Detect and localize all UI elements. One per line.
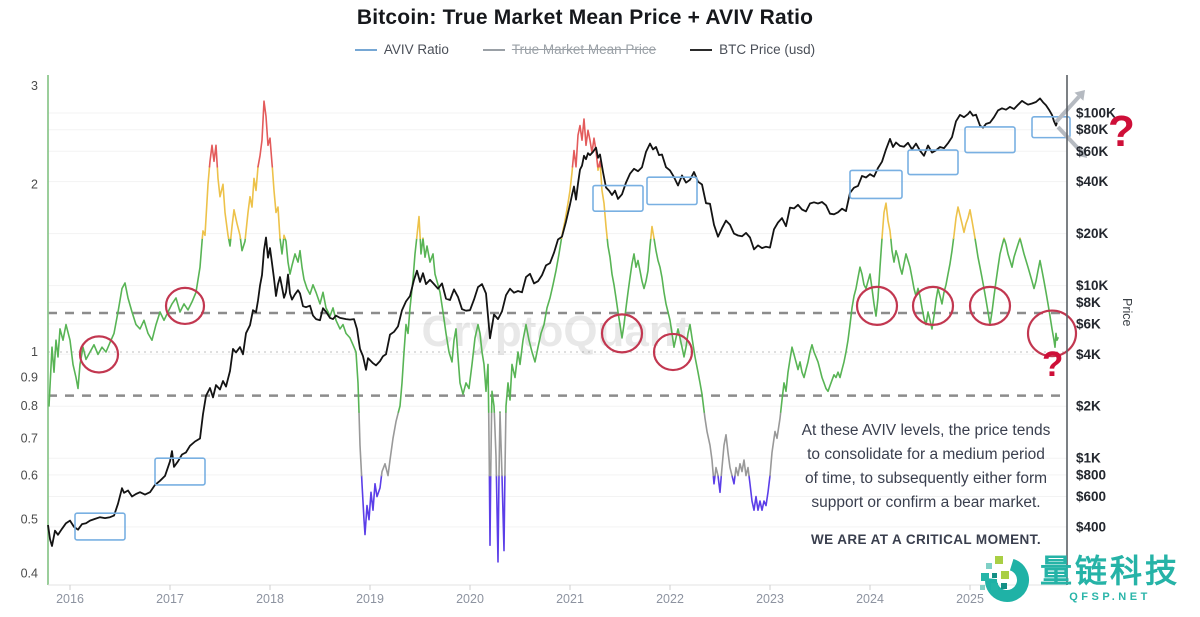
annotation-circle bbox=[968, 285, 1012, 326]
legend-swatch bbox=[690, 48, 713, 51]
note-line: to consolidate for a medium period bbox=[807, 446, 1045, 463]
right-axis-tick-label: $20K bbox=[1076, 226, 1109, 241]
annotation-circle bbox=[855, 285, 899, 326]
right-axis-tick-label: $2K bbox=[1076, 399, 1101, 414]
left-axis-tick-label: 0.6 bbox=[21, 469, 38, 483]
note-line: of time, to subsequently either form bbox=[804, 470, 1048, 487]
legend-item-true-market-mean-price[interactable]: True Market Mean Price bbox=[482, 42, 657, 57]
legend-swatch bbox=[354, 48, 377, 51]
aviv-ratio-line bbox=[201, 166, 1021, 240]
x-axis-tick-label: 2021 bbox=[556, 592, 584, 606]
annotation-box bbox=[592, 184, 644, 212]
x-axis-tick-label: 2016 bbox=[56, 592, 84, 606]
legend-swatch bbox=[482, 48, 505, 51]
annotation-circle bbox=[1026, 309, 1078, 358]
annotation-circle bbox=[652, 332, 694, 372]
annotation-note: At these AVIV levels, the price tends to… bbox=[789, 419, 1063, 552]
aviv-ratio-line bbox=[358, 411, 782, 477]
price-axis-title: Price bbox=[1120, 298, 1134, 327]
brand-logo[interactable]: 量链科技 QFSP.NET bbox=[978, 553, 1180, 607]
x-axis-tick-label: 2025 bbox=[956, 592, 984, 606]
annotation-box bbox=[154, 457, 206, 486]
page-title: Bitcoin: True Market Mean Price + AVIV R… bbox=[356, 6, 814, 29]
right-axis-tick-label: $4K bbox=[1076, 347, 1101, 362]
brand-logo-name: 量链科技 bbox=[1040, 553, 1181, 589]
brand-logo-icon bbox=[980, 556, 1029, 602]
left-axis-tick-label: 0.8 bbox=[21, 399, 38, 413]
annotation-circle bbox=[911, 285, 955, 326]
aviv-ratio-line bbox=[208, 100, 602, 168]
right-axis-tick-label: $6K bbox=[1076, 316, 1101, 331]
annotation-box bbox=[646, 176, 698, 206]
legend-label: AVIV Ratio bbox=[383, 42, 449, 57]
right-axis-tick-label: $80K bbox=[1076, 122, 1109, 137]
legend-item-aviv-ratio[interactable]: AVIV Ratio bbox=[354, 42, 449, 57]
note-line: support or confirm a bear market. bbox=[811, 494, 1041, 511]
brand-logo-site: QFSP.NET bbox=[1069, 591, 1151, 603]
right-axis-tick-label: $800 bbox=[1076, 467, 1106, 482]
note-emphasis: WE ARE AT A CRITICAL MOMENT. bbox=[811, 532, 1041, 547]
x-axis-tick-label: 2018 bbox=[256, 592, 284, 606]
right-axis-tick-label: $8K bbox=[1076, 295, 1101, 310]
left-axis-tick-label: 0.5 bbox=[21, 513, 38, 527]
annotation-box bbox=[907, 149, 959, 176]
annotation-circle bbox=[600, 313, 644, 354]
right-axis-tick-label: $40K bbox=[1076, 174, 1109, 189]
legend-item-btc-price-usd-[interactable]: BTC Price (usd) bbox=[690, 42, 815, 57]
x-axis-tick-label: 2022 bbox=[656, 592, 684, 606]
trend-arrow-head bbox=[1076, 147, 1087, 158]
annotation-circle bbox=[78, 335, 120, 374]
x-axis-tick-label: 2024 bbox=[856, 592, 884, 606]
trend-arrow-head bbox=[1074, 90, 1085, 101]
annotation-circle bbox=[164, 286, 206, 326]
x-axis-tick-label: 2019 bbox=[356, 592, 384, 606]
legend: AVIV Ratio True Market Mean Price BTC Pric… bbox=[0, 42, 1170, 57]
left-axis-tick-label: 0.4 bbox=[21, 567, 38, 581]
left-axis-tick-label: 3 bbox=[31, 79, 38, 93]
right-axis-tick-label: $1K bbox=[1076, 451, 1101, 466]
aviv-ratio-line bbox=[48, 237, 1059, 413]
annotation-box bbox=[1031, 116, 1071, 139]
aviv-ratio-line bbox=[360, 474, 771, 563]
right-axis-tick-label: $10K bbox=[1076, 278, 1109, 293]
watermark-text: CryptoQuant bbox=[422, 307, 691, 356]
right-axis-tick-label: $400 bbox=[1076, 519, 1106, 534]
btc-price-line bbox=[47, 97, 1059, 547]
legend-label: BTC Price (usd) bbox=[719, 42, 816, 57]
x-axis-tick-label: 2020 bbox=[456, 592, 484, 606]
question-mark-bottom: ? bbox=[1042, 345, 1064, 384]
annotation-box bbox=[964, 126, 1016, 154]
question-mark-top: ? bbox=[1108, 107, 1135, 156]
trend-arrow-down bbox=[1056, 125, 1083, 153]
right-axis-tick-label: $100K bbox=[1076, 106, 1116, 121]
legend-label: True Market Mean Price bbox=[511, 42, 657, 57]
annotation-box bbox=[849, 169, 903, 200]
right-axis-tick-label: $600 bbox=[1076, 489, 1106, 504]
left-axis-tick-label: 0.7 bbox=[21, 431, 38, 445]
x-axis-tick-label: 2023 bbox=[756, 592, 784, 606]
x-axis-tick-label: 2017 bbox=[156, 592, 184, 606]
left-axis-tick-label: 1 bbox=[31, 345, 38, 359]
left-axis-tick-label: 0.9 bbox=[21, 370, 38, 384]
right-axis-tick-label: $60K bbox=[1076, 144, 1109, 159]
annotation-box bbox=[74, 512, 126, 541]
left-axis-tick-label: 2 bbox=[31, 177, 38, 191]
note-line: At these AVIV levels, the price tends bbox=[801, 422, 1051, 439]
